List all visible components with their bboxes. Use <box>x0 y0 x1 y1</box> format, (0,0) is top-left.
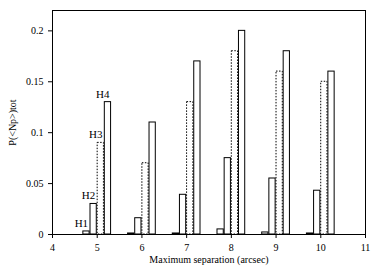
svg-text:7: 7 <box>184 242 189 253</box>
svg-text:0: 0 <box>39 229 44 240</box>
svg-text:9: 9 <box>274 242 279 253</box>
svg-text:11: 11 <box>361 242 371 253</box>
svg-text:Maximum separation (arcsec): Maximum separation (arcsec) <box>149 254 268 266</box>
svg-text:0.15: 0.15 <box>26 76 44 87</box>
svg-text:0.05: 0.05 <box>26 178 44 189</box>
svg-text:8: 8 <box>229 242 234 253</box>
svg-text:0.1: 0.1 <box>31 127 44 138</box>
svg-text:H1: H1 <box>75 217 88 229</box>
svg-text:6: 6 <box>139 242 144 253</box>
svg-text:H2: H2 <box>82 189 95 201</box>
svg-text:5: 5 <box>95 242 100 253</box>
svg-text:4: 4 <box>50 242 55 253</box>
svg-text:H4: H4 <box>96 88 110 100</box>
svg-text:0.2: 0.2 <box>31 25 44 36</box>
svg-text:H3: H3 <box>89 128 103 140</box>
svg-text:10: 10 <box>316 242 326 253</box>
svg-text:P(<Np>)tot: P(<Np>)tot <box>7 99 19 146</box>
